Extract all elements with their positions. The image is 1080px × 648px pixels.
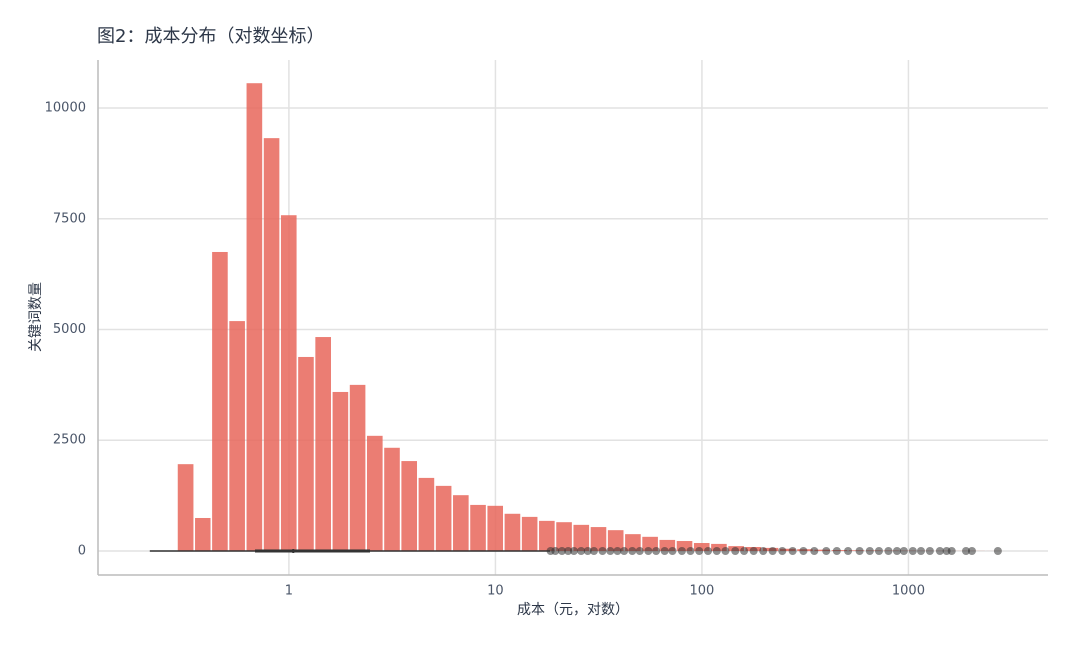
bar	[453, 495, 469, 551]
bar	[779, 548, 796, 551]
outlier	[731, 546, 740, 555]
bar	[487, 505, 504, 551]
outlier	[947, 546, 956, 555]
bar	[212, 251, 228, 551]
bar	[298, 356, 314, 551]
outlier	[916, 546, 925, 555]
bar	[590, 527, 607, 551]
x-tick-label: 100	[690, 584, 715, 599]
outlier	[628, 546, 637, 555]
bar	[435, 485, 452, 551]
outlier	[884, 546, 893, 555]
outlier	[606, 546, 615, 555]
outlier	[810, 546, 819, 555]
box	[254, 549, 371, 553]
outlier	[749, 546, 758, 555]
bar	[573, 524, 590, 551]
outlier	[740, 546, 749, 555]
bar	[418, 477, 435, 551]
outlier	[577, 546, 586, 555]
x-tick-label: 1000	[892, 584, 925, 599]
x-axis-title: 成本（元，对数）	[517, 602, 629, 618]
bar	[625, 534, 641, 551]
outlier	[598, 546, 607, 555]
y-tick-label: 5000	[53, 322, 86, 337]
outlier	[677, 546, 686, 555]
outlier	[993, 546, 1002, 555]
bar	[263, 138, 280, 551]
bar	[642, 536, 658, 551]
bar	[229, 321, 245, 551]
y-tick-label: 2500	[53, 433, 86, 448]
outlier	[660, 546, 669, 555]
outlier	[768, 546, 777, 555]
bar	[195, 517, 211, 551]
outlier	[892, 546, 901, 555]
outlier	[855, 546, 864, 555]
outlier	[925, 546, 934, 555]
bar	[556, 522, 572, 551]
bar	[332, 391, 349, 551]
outlier	[695, 546, 704, 555]
bar	[177, 464, 194, 551]
bar	[470, 504, 486, 551]
outlier	[704, 546, 713, 555]
bar	[366, 435, 383, 551]
outlier	[799, 546, 808, 555]
outlier	[788, 546, 797, 555]
outlier	[844, 546, 853, 555]
outlier	[759, 546, 768, 555]
bar	[711, 543, 727, 551]
outlier	[668, 546, 677, 555]
bar	[504, 513, 521, 551]
bar	[607, 530, 624, 551]
outlier	[564, 546, 573, 555]
outlier	[589, 546, 598, 555]
outlier	[551, 546, 560, 555]
y-tick-label: 7500	[53, 211, 86, 226]
bar	[315, 337, 331, 551]
outlier	[865, 546, 874, 555]
outlier	[583, 546, 592, 555]
bar	[384, 447, 400, 551]
y-tick-label: 0	[78, 543, 86, 558]
outlier	[712, 546, 721, 555]
outlier	[721, 546, 730, 555]
outlier	[620, 546, 629, 555]
bar	[539, 520, 555, 551]
bar	[521, 516, 538, 551]
x-tick-label: 1	[285, 584, 293, 599]
outlier	[908, 546, 917, 555]
x-tick-label: 10	[487, 584, 504, 599]
bar	[349, 384, 366, 551]
outlier	[635, 546, 644, 555]
outlier	[569, 546, 578, 555]
bar	[401, 461, 418, 551]
outlier	[778, 546, 787, 555]
outlier	[686, 546, 695, 555]
bar	[693, 543, 710, 551]
outlier	[557, 546, 566, 555]
outlier	[832, 546, 841, 555]
bar	[246, 83, 263, 551]
bar	[814, 549, 830, 551]
bar	[676, 541, 693, 551]
bar	[659, 539, 676, 551]
outlier	[652, 546, 661, 555]
outlier	[967, 546, 976, 555]
outlier	[935, 546, 944, 555]
outlier	[874, 546, 883, 555]
bar	[280, 215, 297, 551]
y-tick-label: 10000	[45, 101, 86, 116]
outlier	[644, 546, 653, 555]
outlier	[822, 546, 831, 555]
outlier	[613, 546, 622, 555]
outlier	[962, 546, 971, 555]
outlier	[899, 546, 908, 555]
y-axis-title: 关键词数量	[28, 282, 44, 352]
chart-title: 图2：成本分布（对数坐标）	[97, 26, 324, 47]
